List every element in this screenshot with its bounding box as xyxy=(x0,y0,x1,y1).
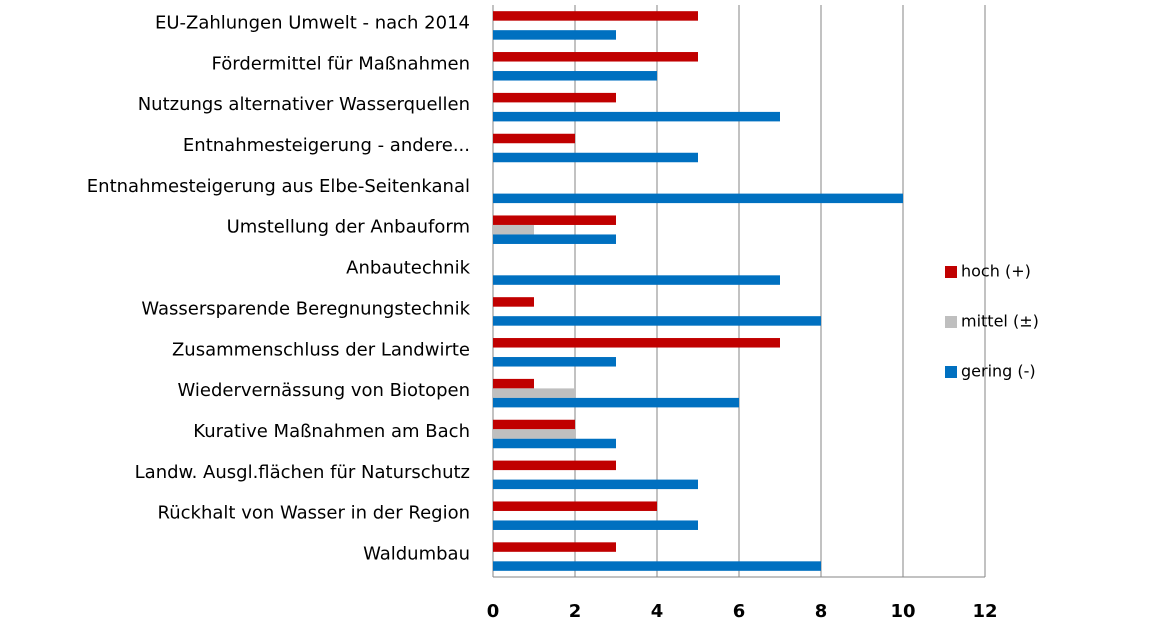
bar xyxy=(493,224,534,235)
bar xyxy=(493,561,821,571)
y-tick-label: Waldumbau xyxy=(363,544,470,565)
bar xyxy=(493,501,657,511)
y-tick-label: Wassersparende Beregnungstechnik xyxy=(141,298,470,319)
x-tick-label: 8 xyxy=(815,601,828,622)
bar xyxy=(493,111,780,122)
bar xyxy=(493,30,616,40)
x-tick-label: 2 xyxy=(569,601,582,622)
y-tick-label: Fördermittel für Maßnahmen xyxy=(212,53,470,74)
bar xyxy=(493,133,575,144)
bar xyxy=(493,215,616,225)
bar xyxy=(493,438,616,449)
bar xyxy=(493,520,698,530)
x-tick-label: 6 xyxy=(733,601,746,622)
y-tick-label: Nutzungs alternativer Wasserquellen xyxy=(138,94,470,115)
bar xyxy=(493,338,780,348)
bar xyxy=(493,316,821,326)
legend-swatch xyxy=(945,266,957,278)
legend-label: hoch (+) xyxy=(961,262,1031,281)
legend-swatch xyxy=(945,316,957,328)
y-tick-label: Entnahmesteigerung - andere... xyxy=(183,135,470,156)
x-tick-label: 4 xyxy=(651,601,664,622)
bar xyxy=(493,234,616,244)
y-tick-label: Landw. Ausgl.flächen für Naturschutz xyxy=(135,462,470,483)
bar xyxy=(493,92,616,103)
bar xyxy=(493,357,616,367)
y-tick-label: Wiedervernässung von Biotopen xyxy=(178,380,470,401)
bar xyxy=(493,52,698,62)
bar xyxy=(493,460,616,471)
bar xyxy=(493,429,575,439)
y-tick-label: Umstellung der Anbauform xyxy=(227,217,470,238)
x-tick-label: 10 xyxy=(890,601,915,622)
bar xyxy=(493,542,616,552)
y-tick-label: Zusammenschluss der Landwirte xyxy=(172,339,470,360)
y-tick-label: Entnahmesteigerung aus Elbe-Seitenkanal xyxy=(87,176,470,197)
bar xyxy=(493,397,739,408)
y-tick-label: Rückhalt von Wasser in der Region xyxy=(158,503,470,524)
bar xyxy=(493,193,903,204)
bar xyxy=(493,297,534,307)
bar xyxy=(493,388,575,398)
x-tick-label: 0 xyxy=(487,601,500,622)
y-tick-label: EU-Zahlungen Umwelt - nach 2014 xyxy=(155,12,470,33)
legend-label: mittel (±) xyxy=(961,312,1039,331)
bar xyxy=(493,275,780,285)
bar xyxy=(493,419,575,430)
y-tick-label: Kurative Maßnahmen am Bach xyxy=(193,421,470,442)
bar xyxy=(493,378,534,389)
bar xyxy=(493,479,698,490)
bar xyxy=(493,71,657,81)
bar xyxy=(493,152,698,163)
x-tick-label: 12 xyxy=(972,601,997,622)
y-tick-label: Anbautechnik xyxy=(346,258,470,279)
legend-label: gering (-) xyxy=(961,362,1036,381)
legend-swatch xyxy=(945,366,957,378)
bar xyxy=(493,11,698,21)
